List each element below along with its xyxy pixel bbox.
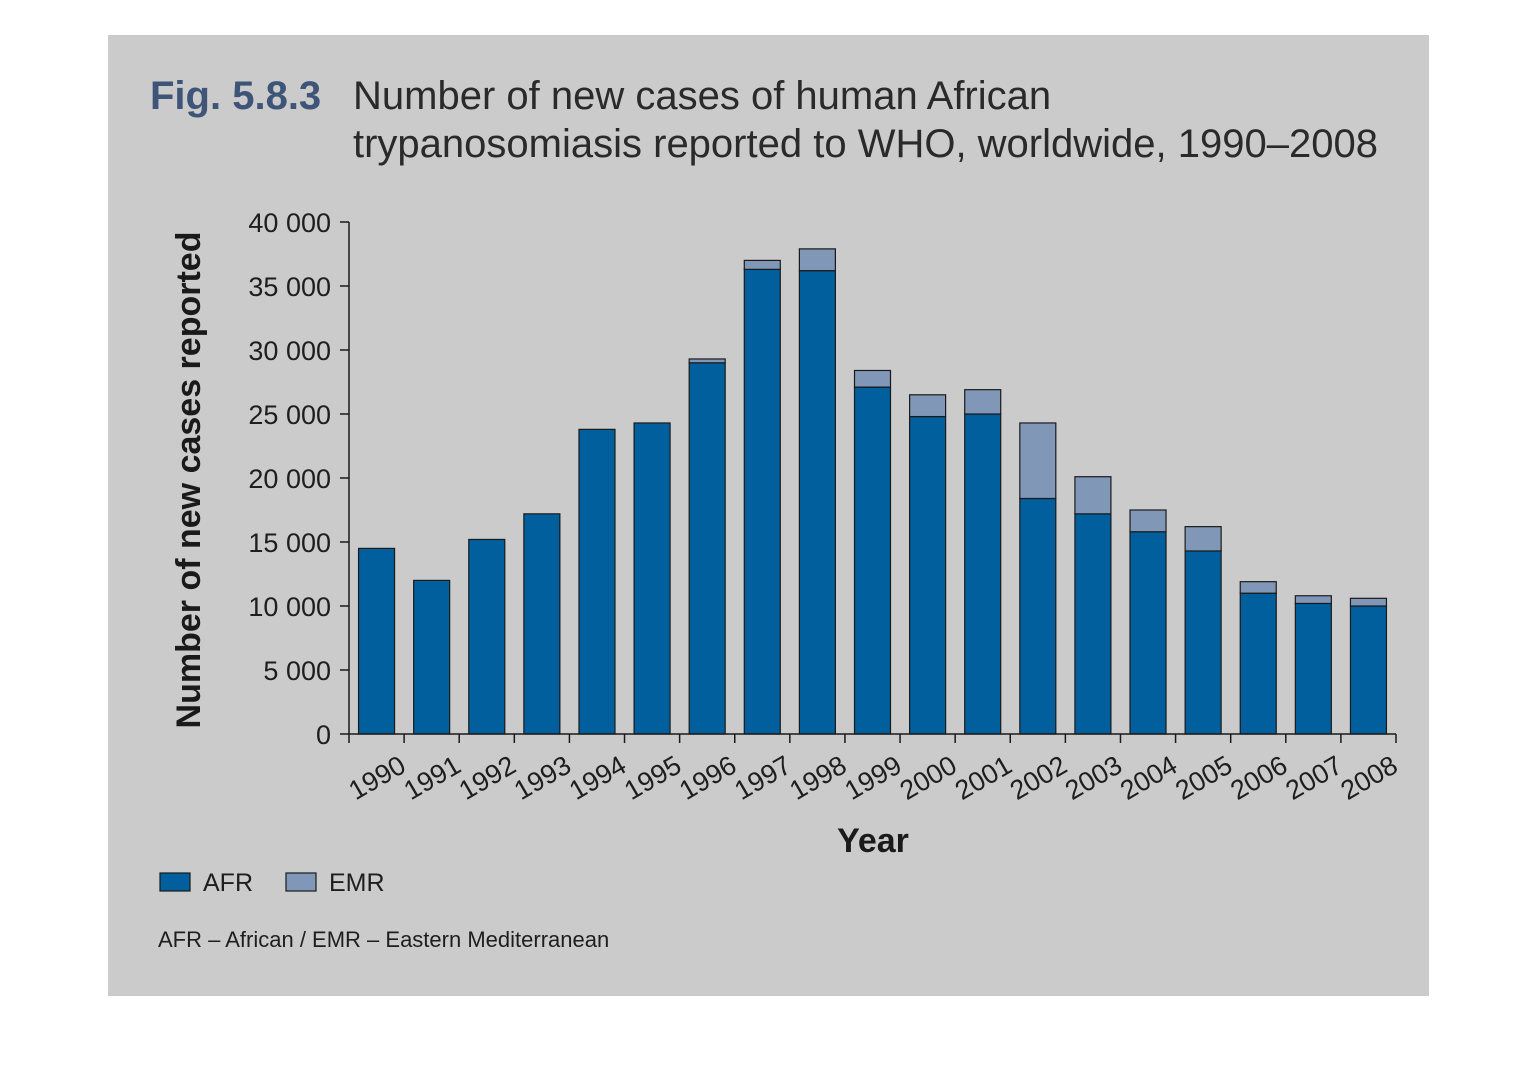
legend: AFR EMR	[159, 869, 385, 897]
y-axis: 0 5 000 10 000 15 000 20 000 25 000 30 000 35 0…	[248, 208, 350, 750]
bar-afr-1994	[578, 428, 616, 735]
bar-afr-2008	[1349, 605, 1388, 735]
bar-afr-2005	[1184, 550, 1222, 735]
bar-afr-1992	[468, 538, 506, 735]
bar-afr-1996	[688, 362, 726, 735]
bar-afr-1995	[633, 422, 671, 735]
figure-label: Fig. 5.8.3	[150, 74, 321, 118]
bar-emr-1997	[743, 259, 781, 270]
bar-afr-2007	[1294, 602, 1332, 735]
bar-emr-2004	[1129, 509, 1167, 533]
legend-swatch-emr	[285, 872, 317, 892]
y-tick-label: 20 000	[248, 464, 331, 494]
legend-swatch-afr	[159, 872, 191, 892]
bar-emr-1999	[853, 369, 892, 388]
footnote: AFR – African / EMR – Eastern Mediterran…	[158, 927, 609, 952]
y-tick-label: 35 000	[248, 272, 331, 302]
bar-afr-1999	[853, 386, 892, 735]
bar-emr-2000	[909, 394, 947, 418]
bar-afr-1991	[413, 579, 451, 735]
x-axis-title: Year	[837, 822, 909, 860]
bar-afr-1990	[357, 547, 396, 735]
y-tick-label: 0	[316, 720, 331, 750]
bars-group	[357, 248, 1388, 735]
y-tick-label: 30 000	[248, 336, 331, 366]
legend-label-emr: EMR	[329, 869, 385, 897]
bar-afr-2004	[1129, 531, 1167, 735]
bar-emr-1998	[798, 248, 836, 272]
y-axis-title: Number of new cases reported	[170, 232, 208, 729]
legend-label-afr: AFR	[203, 869, 253, 897]
y-tick-label: 40 000	[248, 208, 331, 238]
y-tick-label: 10 000	[248, 592, 331, 622]
bar-emr-2003	[1074, 476, 1112, 515]
bar-afr-1998	[798, 270, 836, 735]
chart: Fig. 5.8.3 Number of new cases of human …	[150, 74, 1403, 952]
y-tick-label: 15 000	[248, 528, 331, 558]
bar-afr-2002	[1019, 497, 1057, 735]
bar-emr-2006	[1239, 581, 1277, 594]
figure-panel: Fig. 5.8.3 Number of new cases of human …	[108, 35, 1429, 996]
bar-emr-2007	[1294, 595, 1332, 605]
bar-afr-2006	[1239, 592, 1277, 735]
y-tick-label: 25 000	[248, 400, 331, 430]
bar-emr-2005	[1184, 526, 1222, 552]
x-tick-label: 2008	[1336, 750, 1403, 806]
bar-emr-1996	[688, 358, 726, 364]
bar-afr-1997	[743, 268, 781, 735]
bar-afr-1993	[523, 513, 561, 735]
bar-emr-2002	[1019, 422, 1057, 500]
bar-afr-2001	[964, 413, 1002, 735]
y-tick-label: 5 000	[263, 656, 331, 686]
bar-afr-2003	[1074, 513, 1112, 735]
bar-emr-2001	[964, 389, 1002, 415]
bar-afr-2000	[909, 415, 947, 735]
figure-title-line-2: trypanosomiasis reported to WHO, worldwi…	[353, 122, 1378, 166]
bar-emr-2008	[1349, 597, 1388, 607]
figure-title-line-1: Number of new cases of human African	[353, 74, 1051, 118]
x-axis: 1990199119921993199419951996199719981999…	[344, 733, 1403, 806]
